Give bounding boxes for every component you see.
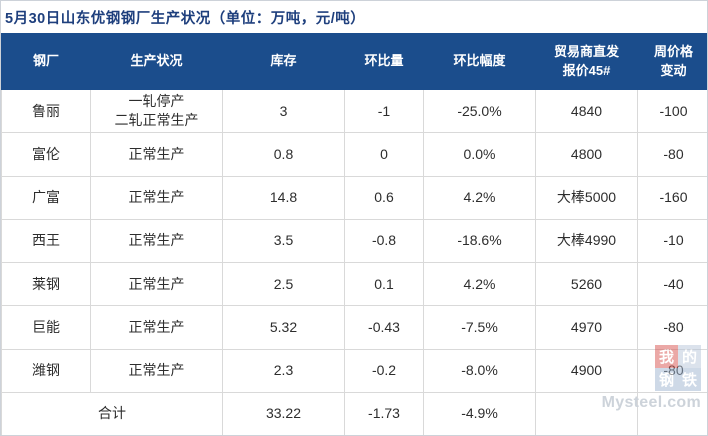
mom-qty-cell: 0.6 bbox=[344, 175, 424, 220]
status-cell: 正常生产 bbox=[90, 218, 223, 264]
week-change-cell: -80 bbox=[637, 348, 707, 393]
table-row-juneng: 巨能 正常生产 5.32 -0.43 -7.5% 4970 -80 bbox=[1, 305, 707, 350]
total-label-cell: 合计 bbox=[1, 391, 223, 435]
inventory-cell: 2.3 bbox=[222, 348, 345, 393]
mill-name-cell: 广富 bbox=[1, 175, 91, 220]
col-header-mom-pct: 环比幅度 bbox=[423, 33, 536, 90]
mill-name-cell: 鲁丽 bbox=[1, 88, 91, 134]
mill-name-cell: 富伦 bbox=[1, 132, 91, 177]
status-cell: 正常生产 bbox=[90, 348, 223, 393]
col-header-mill: 钢厂 bbox=[1, 33, 91, 90]
quote-cell: 4840 bbox=[535, 88, 638, 134]
total-inventory-cell: 33.22 bbox=[222, 391, 345, 435]
mill-name-cell: 巨能 bbox=[1, 305, 91, 350]
week-change-cell: -160 bbox=[637, 175, 707, 220]
status-cell: 正常生产 bbox=[90, 132, 223, 177]
inventory-cell: 3.5 bbox=[222, 218, 345, 264]
total-mom-pct-cell: -4.9% bbox=[423, 391, 536, 435]
col-header-inventory: 库存 bbox=[222, 33, 345, 90]
table-row-guangfu: 广富 正常生产 14.8 0.6 4.2% 大棒5000 -160 bbox=[1, 175, 707, 220]
mill-name-cell: 潍钢 bbox=[1, 348, 91, 393]
mom-qty-cell: -0.8 bbox=[344, 218, 424, 264]
mom-qty-cell: 0 bbox=[344, 132, 424, 177]
mill-name-cell: 西王 bbox=[1, 218, 91, 264]
col-header-week-change: 周价格 变动 bbox=[637, 33, 707, 90]
week-change-cell: -100 bbox=[637, 88, 707, 134]
mom-qty-cell: -0.2 bbox=[344, 348, 424, 393]
table-row-fulun: 富伦 正常生产 0.8 0 0.0% 4800 -80 bbox=[1, 132, 707, 177]
status-cell: 正常生产 bbox=[90, 261, 223, 307]
inventory-cell: 14.8 bbox=[222, 175, 345, 220]
status-cell: 一轧停产 二轧正常生产 bbox=[90, 88, 223, 134]
mom-pct-cell: -25.0% bbox=[423, 88, 536, 134]
mom-pct-cell: -8.0% bbox=[423, 348, 536, 393]
mom-qty-cell: -0.43 bbox=[344, 305, 424, 350]
mom-pct-cell: -18.6% bbox=[423, 218, 536, 264]
mom-pct-cell: 4.2% bbox=[423, 175, 536, 220]
week-change-cell: -80 bbox=[637, 305, 707, 350]
header-row: 钢厂 生产状况 库存 环比量 环比幅度 贸易商直发 报价45# 周价格 变动 bbox=[1, 33, 707, 90]
status-cell: 正常生产 bbox=[90, 175, 223, 220]
mom-pct-cell: 0.0% bbox=[423, 132, 536, 177]
quote-cell: 4800 bbox=[535, 132, 638, 177]
mill-name-cell: 莱钢 bbox=[1, 261, 91, 307]
quote-cell: 5260 bbox=[535, 261, 638, 307]
page-title: 5月30日山东优钢钢厂生产状况（单位：万吨，元/吨） bbox=[5, 10, 366, 27]
mom-pct-cell: 4.2% bbox=[423, 261, 536, 307]
col-header-trader-quote: 贸易商直发 报价45# bbox=[535, 33, 638, 90]
mom-qty-cell: -1 bbox=[344, 88, 424, 134]
mom-qty-cell: 0.1 bbox=[344, 261, 424, 307]
quote-cell: 4900 bbox=[535, 348, 638, 393]
status-cell: 正常生产 bbox=[90, 305, 223, 350]
total-week-change-cell bbox=[637, 391, 707, 435]
col-header-status: 生产状况 bbox=[90, 33, 223, 90]
table-row-laigang: 莱钢 正常生产 2.5 0.1 4.2% 5260 -40 bbox=[1, 261, 707, 307]
inventory-cell: 3 bbox=[222, 88, 345, 134]
total-quote-cell bbox=[535, 391, 638, 435]
table-row-total: 合计 33.22 -1.73 -4.9% bbox=[1, 391, 707, 435]
quote-cell: 大棒5000 bbox=[535, 175, 638, 220]
quote-cell: 4970 bbox=[535, 305, 638, 350]
inventory-cell: 5.32 bbox=[222, 305, 345, 350]
inventory-cell: 0.8 bbox=[222, 132, 345, 177]
week-change-cell: -10 bbox=[637, 218, 707, 264]
inventory-cell: 2.5 bbox=[222, 261, 345, 307]
table-row-weigang: 潍钢 正常生产 2.3 -0.2 -8.0% 4900 -80 bbox=[1, 348, 707, 393]
total-mom-qty-cell: -1.73 bbox=[344, 391, 424, 435]
production-status-table: 钢厂 生产状况 库存 环比量 环比幅度 贸易商直发 报价45# 周价格 变动 鲁… bbox=[1, 33, 707, 435]
col-header-mom-qty: 环比量 bbox=[344, 33, 424, 90]
table-row-xiwang: 西王 正常生产 3.5 -0.8 -18.6% 大棒4990 -10 bbox=[1, 218, 707, 264]
table-row-luli: 鲁丽 一轧停产 二轧正常生产 3 -1 -25.0% 4840 -100 bbox=[1, 88, 707, 134]
week-change-cell: -80 bbox=[637, 132, 707, 177]
week-change-cell: -40 bbox=[637, 261, 707, 307]
mom-pct-cell: -7.5% bbox=[423, 305, 536, 350]
quote-cell: 大棒4990 bbox=[535, 218, 638, 264]
